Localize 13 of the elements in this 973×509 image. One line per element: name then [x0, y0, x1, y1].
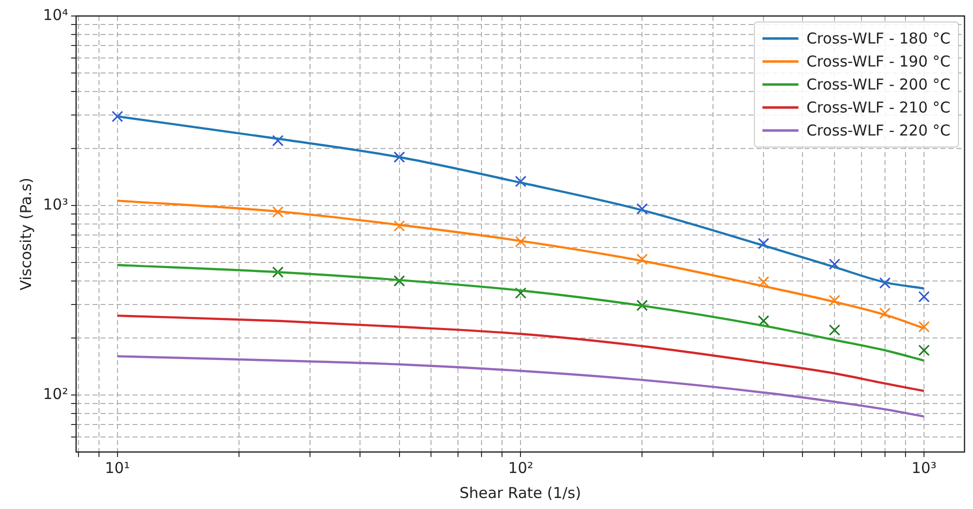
legend-label: Cross-WLF - 180 °C: [806, 29, 950, 48]
legend-label: Cross-WLF - 200 °C: [806, 75, 950, 94]
x-tick-label: 10³: [911, 458, 937, 477]
legend-label: Cross-WLF - 210 °C: [806, 98, 950, 116]
x-axis-title: Shear Rate (1/s): [459, 484, 582, 502]
legend-label: Cross-WLF - 190 °C: [806, 52, 950, 70]
y-tick-label: 10²: [42, 384, 68, 403]
y-tick-label: 10³: [42, 195, 68, 214]
y-axis-title: Viscosity (Pa.s): [16, 178, 35, 290]
y-tick-label: 10⁴: [42, 6, 68, 24]
x-tick-label: 10²: [508, 458, 534, 477]
legend-label: Cross-WLF - 220 °C: [806, 121, 950, 140]
x-tick-label: 10¹: [104, 458, 130, 477]
